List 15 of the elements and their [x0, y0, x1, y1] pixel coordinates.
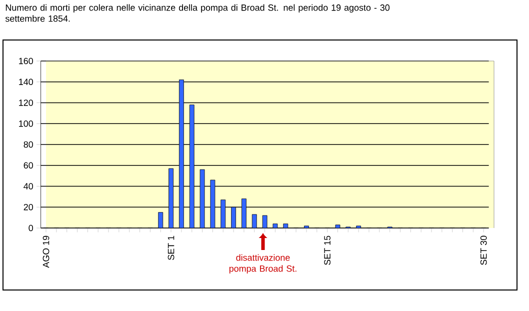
- chart-title: Numero di morti per colera nelle vicinanze della pompa di Broad St. nel periodo 19 agosto - 30 settembre 1854.: [5, 4, 390, 22]
- x-tick-label: SET 1: [168, 236, 174, 260]
- y-tick-label: 60: [24, 162, 34, 169]
- y-tick-label: 120: [19, 100, 34, 106]
- text: disattivazione pompa Broad St.: [229, 254, 296, 274]
- y-tick-label: 100: [19, 120, 34, 127]
- x-tick-label: SET 30: [480, 236, 487, 265]
- y-tick-label: 40: [24, 183, 34, 190]
- y-tick-label: 80: [24, 141, 34, 148]
- y-tick-label: 160: [19, 58, 34, 64]
- y-tick-label: 20: [24, 204, 34, 210]
- x-tick-label: AGO 19: [42, 236, 50, 268]
- y-tick-label: 0: [28, 224, 34, 232]
- y-tick-label: 140: [19, 78, 34, 86]
- x-tick-label: SET 15: [324, 236, 330, 265]
